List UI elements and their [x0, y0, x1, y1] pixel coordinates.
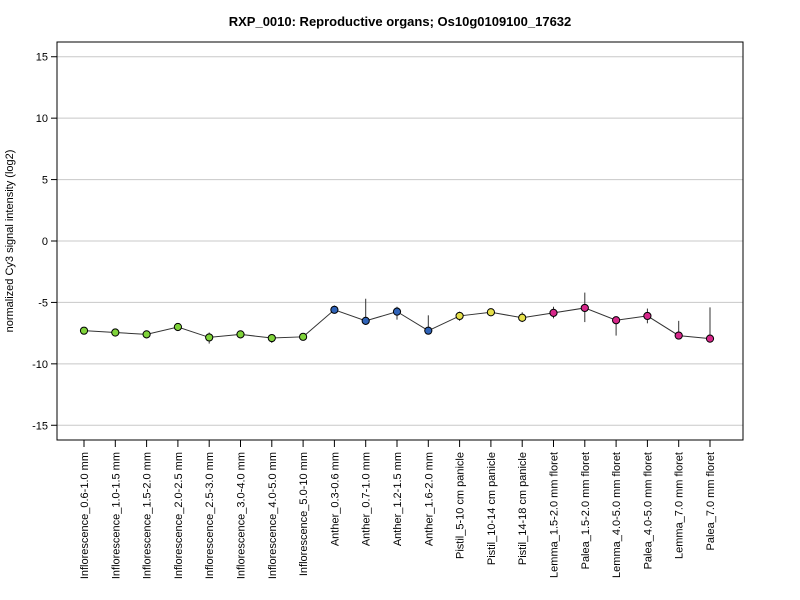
x-axis: Inflorescence_0.6-1.0 mm Inflorescence_1.…: [79, 440, 717, 579]
x-tick-label: Inflorescence_5.0-10 mm: [298, 452, 310, 576]
y-tick-label: 0: [42, 236, 48, 248]
data-point: [79, 326, 89, 335]
x-tick-label: Pistil_10-14 cm panicle: [486, 452, 498, 565]
x-tick-label: Palea_7.0 mm floret: [705, 452, 717, 550]
x-tick-label: Lemma_1.5-2.0 mm floret: [549, 452, 561, 578]
x-tick-label: Anther_1.6-2.0 mm: [423, 452, 435, 546]
x-tick-label: Lemma_4.0-5.0 mm floret: [611, 452, 623, 578]
x-tick-label: Inflorescence_3.0-4.0 mm: [236, 452, 248, 579]
data-point: [392, 307, 402, 316]
data-point: [299, 332, 308, 341]
data-point: [173, 322, 182, 332]
x-tick-label: Anther_1.2-1.5 mm: [392, 452, 404, 546]
y-tick-label: -5: [38, 297, 48, 309]
data-point: [580, 303, 589, 313]
data-point: [612, 316, 621, 325]
data-series: [79, 292, 715, 344]
y-tick-label: -15: [32, 420, 48, 432]
data-point: [518, 313, 527, 322]
x-tick-label: Inflorescence_2.0-2.5 mm: [173, 452, 185, 579]
data-point: [549, 308, 558, 317]
x-tick-label: Inflorescence_0.6-1.0 mm: [79, 452, 91, 579]
data-point: [455, 311, 464, 321]
y-tick-label: 15: [36, 52, 48, 64]
data-point: [643, 311, 652, 321]
x-tick-label: Palea_4.0-5.0 mm floret: [642, 452, 654, 569]
y-axis: 15 10 5 0 -5 -10 -15: [32, 52, 57, 432]
x-tick-label: Lemma_7.0 mm floret: [674, 452, 686, 559]
data-point: [205, 333, 214, 342]
data-point: [705, 334, 715, 343]
data-point: [424, 326, 433, 335]
data-point: [111, 328, 120, 337]
x-tick-label: Pistil_5-10 cm panicle: [455, 452, 467, 559]
data-point: [486, 308, 495, 317]
data-point: [142, 330, 151, 339]
data-point: [361, 316, 370, 325]
data-point: [674, 331, 683, 340]
x-tick-label: Inflorescence_1.0-1.5 mm: [110, 452, 122, 579]
x-tick-label: Inflorescence_4.0-5.0 mm: [267, 452, 279, 579]
x-tick-label: Anther_0.7-1.0 mm: [361, 452, 373, 546]
x-tick-label: Anther_0.3-0.6 mm: [329, 452, 341, 546]
x-tick-label: Inflorescence_1.5-2.0 mm: [142, 452, 154, 579]
data-point: [236, 330, 245, 339]
y-tick-label: 5: [42, 175, 48, 187]
gridlines: [57, 56, 743, 426]
data-point: [330, 305, 339, 314]
chart-title: RXP_0010: Reproductive organs; Os10g0109…: [229, 14, 572, 29]
x-tick-label: Inflorescence_2.5-3.0 mm: [204, 452, 216, 579]
y-tick-label: -10: [32, 359, 48, 371]
data-point: [267, 333, 276, 343]
y-tick-label: 10: [36, 113, 48, 125]
x-tick-label: Pistil_14-18 cm panicle: [517, 452, 529, 565]
y-axis-label: normalized Cy3 signal intensity (log2): [4, 150, 16, 333]
x-tick-label: Palea_1.5-2.0 mm floret: [580, 452, 592, 569]
